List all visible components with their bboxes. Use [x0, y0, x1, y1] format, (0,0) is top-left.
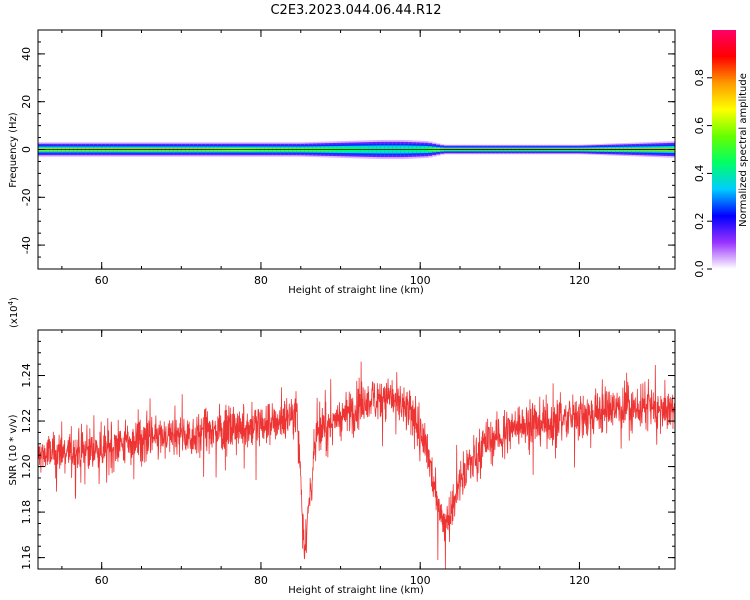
x-tick-label: 60: [95, 274, 109, 287]
x-tick-label: 60: [95, 574, 109, 587]
colorbar-ticks: 0.0 0.2 0.4 0.6 0.8: [693, 69, 712, 278]
y-tick-label: 20: [20, 95, 33, 109]
y-tick-label: 0: [20, 146, 33, 153]
x-tick-label: 100: [410, 274, 431, 287]
y-tick-label: 1.16: [20, 545, 33, 570]
spectrogram-xlabel: Height of straight line (km): [288, 285, 424, 296]
colorbar: 0.0 0.2 0.4 0.6 0.8 Normalized spectral ampl…: [693, 30, 749, 278]
snr-scale-mantissa: (x10: [9, 305, 20, 328]
colorbar-tick-label: 0.0: [693, 260, 706, 278]
chart-title: C2E3.2023.044.06.44.R12: [270, 3, 441, 18]
y-tick-label: -40: [20, 236, 33, 254]
colorbar-tick-label: 0.6: [693, 117, 706, 135]
y-tick-label: 40: [20, 47, 33, 61]
y-tick-label: 1.20: [20, 454, 33, 479]
spectrogram-panel: 60 80 100 120 40 20 0 -20 -40 Height of straight…: [8, 29, 676, 296]
snr-frame: [37, 329, 676, 570]
snr-scale-label: (x104): [7, 297, 20, 328]
x-tick-label: 120: [569, 274, 590, 287]
colorbar-fill: [712, 30, 736, 269]
snr-ticks: 60 80 100 120 1.16 1.18 1.20 1.22 1.24: [20, 329, 675, 587]
snr-panel: 60 80 100 120 1.16 1.18 1.20 1.22 1.24 Height of…: [7, 297, 676, 596]
snr-series-line: [38, 361, 675, 569]
heatmap-layer: [38, 139, 675, 160]
colorbar-tick-label: 0.2: [693, 212, 706, 230]
y-tick-label: -20: [20, 188, 33, 206]
x-tick-label: 100: [410, 574, 431, 587]
spectrogram-ticks: 60 80 100 120 40 20 0 -20 -40: [20, 29, 675, 287]
colorbar-tick-label: 0.8: [693, 69, 706, 87]
spectrogram-ylabel: Frequency (Hz): [8, 112, 19, 188]
y-tick-label: 1.24: [20, 363, 33, 388]
colorbar-tick-label: 0.4: [693, 165, 706, 183]
snr-xlabel: Height of straight line (km): [288, 585, 424, 596]
y-tick-label: 1.22: [20, 409, 33, 434]
x-tick-label: 80: [254, 574, 268, 587]
x-tick-label: 80: [254, 274, 268, 287]
snr-scale-exponent: 4: [7, 300, 15, 305]
colorbar-label: Normalized spectral amplitude: [738, 73, 749, 227]
x-tick-label: 120: [569, 574, 590, 587]
snr-ylabel: SNR (10 * v/v): [8, 414, 19, 485]
snr-scale-close: ): [9, 297, 20, 301]
y-tick-label: 1.18: [20, 500, 33, 525]
